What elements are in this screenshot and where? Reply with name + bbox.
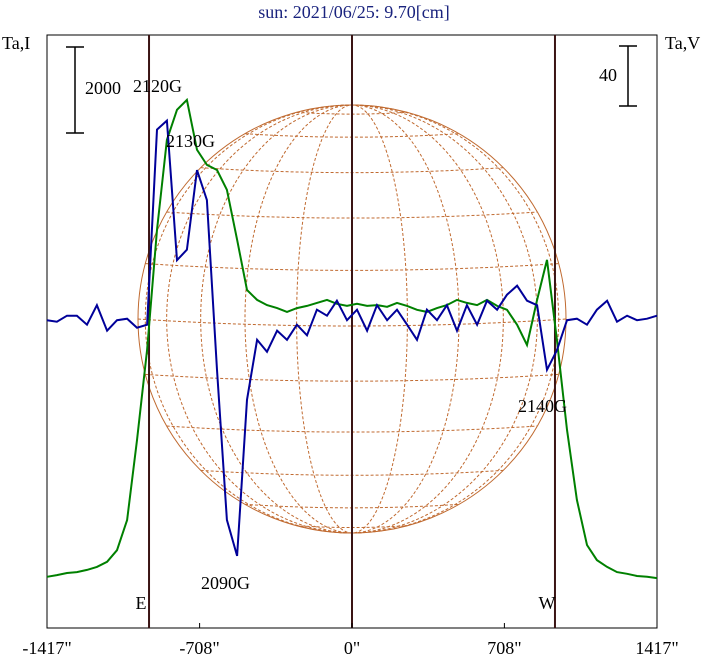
x-tick-label: 0" [344, 638, 360, 658]
region-label: 2120G [133, 76, 182, 96]
parallel [137, 318, 567, 327]
limb-label: W [538, 593, 555, 613]
region-label: 2140G [518, 396, 567, 416]
scale-bar-label: 2000 [85, 78, 121, 98]
scale-bar [619, 45, 637, 107]
region-label: 2090G [201, 573, 250, 593]
y-axis-label: Ta,I [2, 33, 30, 53]
y2-axis-label: Ta,V [665, 33, 700, 53]
chart-title: sun: 2021/06/25: 9.70[cm] [258, 2, 450, 22]
x-tick-label: 708" [487, 638, 521, 658]
x-tick-label: 1417" [635, 638, 678, 658]
limb-label: E [136, 593, 147, 613]
scale-bar-label: 40 [599, 65, 617, 85]
series-line [46, 97, 658, 580]
region-label: 2130G [166, 131, 215, 151]
series-line [46, 118, 658, 557]
x-tick-label: -1417" [22, 638, 71, 658]
x-tick-label: -708" [179, 638, 219, 658]
scale-bar [66, 46, 84, 134]
